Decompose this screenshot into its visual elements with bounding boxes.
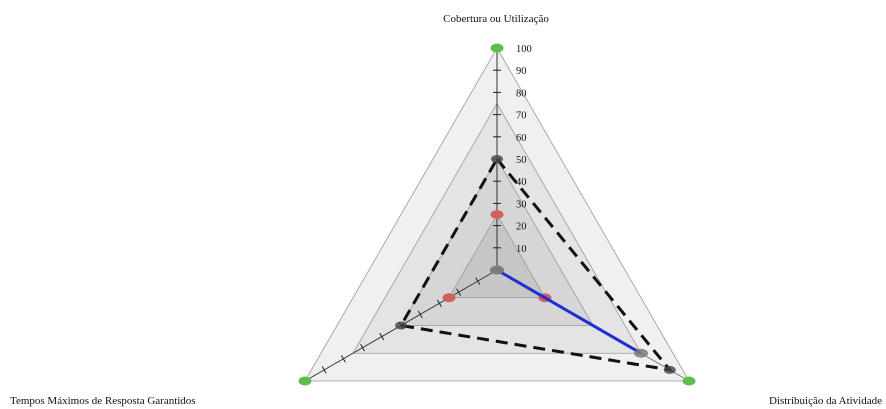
tick-mark-left-10 (475, 277, 481, 285)
tick-label-60: 60 (516, 133, 527, 144)
tick-mark-left-70 (360, 343, 366, 352)
series-1-point-0 (491, 155, 503, 163)
series-3-point-1 (634, 348, 648, 358)
tick-mark-left-80 (340, 355, 346, 363)
axis-title-top: Cobertura ou Utilização (443, 13, 549, 25)
series-2-point-0 (490, 210, 504, 219)
series-1 (395, 155, 676, 374)
tick-label-90: 90 (516, 66, 527, 77)
series-0-point-0 (490, 43, 504, 53)
radar-labels: 10 20 30 40 50 60 70 80 90 100 (516, 44, 532, 255)
tick-label-20: 20 (516, 222, 527, 233)
series-1-point-2 (395, 321, 407, 330)
series-3 (490, 265, 648, 358)
tick-label-80: 80 (516, 88, 527, 99)
series-line-1 (398, 156, 674, 373)
tick-mark-left-30 (436, 299, 442, 308)
tick-label-50: 50 (516, 155, 527, 166)
tick-label-30: 30 (516, 199, 527, 210)
axis-title-left: Tempos Máximos de Resposta Garantidos (10, 395, 196, 407)
series-3-point-2 (490, 265, 504, 275)
tick-label-100: 100 (516, 44, 532, 55)
tick-label-10: 10 (516, 244, 527, 255)
series-line-3 (496, 268, 642, 355)
series-0-point-2 (298, 376, 312, 386)
series-0-point-1 (682, 376, 696, 386)
tick-label-40: 40 (516, 177, 527, 188)
series-2-point-2 (442, 293, 456, 303)
series-0 (298, 43, 696, 386)
tick-mark-left-40 (417, 310, 423, 319)
tick-label-70: 70 (516, 111, 527, 122)
series-1-point-1 (663, 365, 676, 374)
tick-mark-left-20 (456, 288, 462, 296)
axis-title-right: Distribuição da Atividade (769, 395, 882, 407)
tick-mark-left-90 (321, 366, 327, 374)
radar-series (298, 43, 696, 386)
tick-mark-left-60 (379, 332, 385, 341)
